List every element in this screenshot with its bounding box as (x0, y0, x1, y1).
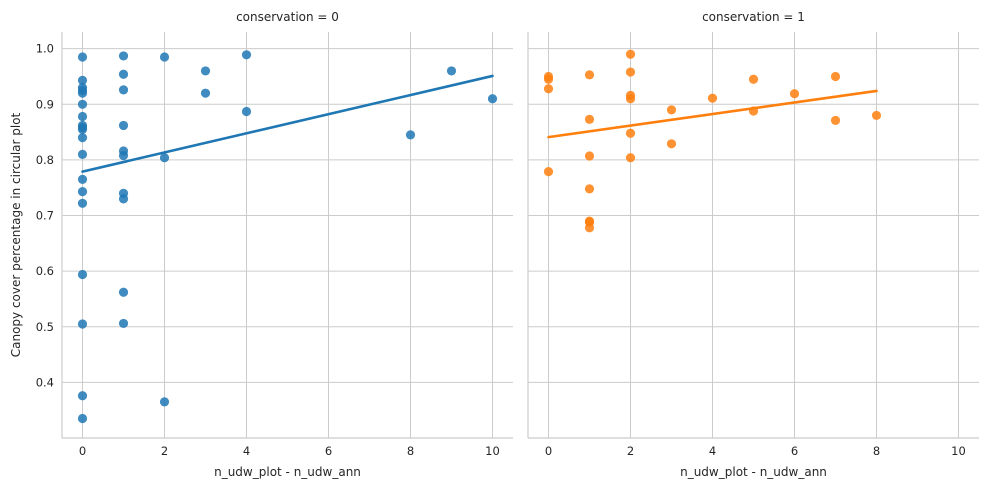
data-point-p0-24 (118, 150, 129, 161)
data-point-p1-18 (666, 139, 677, 149)
data-point-p1-2 (543, 84, 554, 94)
data-point-p0-33 (200, 88, 211, 98)
regression-line-p0 (81, 74, 494, 173)
data-point-p1-23 (830, 71, 841, 82)
x-tick-label-p0-5: 10 (485, 444, 500, 458)
data-point-p0-30 (159, 153, 170, 163)
panel-title-p1: conservation = 1 (702, 10, 805, 24)
data-point-p1-19 (707, 93, 718, 103)
data-point-p0-17 (77, 391, 88, 401)
data-point-p1-24 (830, 115, 841, 126)
data-point-p0-36 (405, 130, 416, 140)
data-point-p0-14 (77, 198, 88, 208)
y-tick-label-5: 0.9 (36, 97, 54, 111)
data-point-p1-5 (584, 114, 595, 124)
data-point-p0-0 (77, 52, 88, 62)
data-point-p0-11 (77, 149, 88, 159)
x-tick-label-p0-0: 0 (79, 444, 86, 458)
data-point-p1-7 (584, 184, 595, 194)
data-point-p0-27 (118, 287, 129, 297)
x-tick-label-p0-4: 8 (407, 444, 414, 458)
x-tick-label-p0-2: 4 (243, 444, 250, 458)
data-point-p1-6 (584, 151, 595, 161)
x-tick-label-p0-3: 6 (325, 444, 332, 458)
x-tick-label-p1-0: 0 (545, 444, 552, 458)
data-point-p0-13 (77, 187, 88, 197)
data-point-p0-15 (77, 269, 88, 280)
panel-title-p0: conservation = 0 (236, 10, 339, 24)
data-point-p0-12 (77, 174, 88, 184)
data-point-p0-16 (77, 319, 88, 329)
x-tick-label-p1-1: 2 (627, 444, 634, 458)
x-tick-label-p1-4: 8 (873, 444, 880, 458)
y-axis-label: Canopy cover percentage in circular plot (9, 112, 23, 357)
y-tick-label-2: 0.6 (36, 264, 54, 278)
data-point-p0-21 (118, 85, 129, 95)
data-point-p0-32 (200, 66, 211, 76)
data-point-p1-15 (625, 128, 636, 138)
data-point-p0-19 (118, 51, 129, 61)
data-point-p0-5 (77, 99, 88, 109)
y-tick-label-3: 0.7 (36, 209, 54, 223)
x-tick-label-p0-1: 2 (161, 444, 168, 458)
data-point-p1-17 (666, 105, 677, 115)
data-point-p1-12 (625, 67, 636, 77)
regression-line-p1 (547, 89, 878, 139)
data-point-p1-22 (789, 89, 800, 99)
data-point-p1-4 (584, 70, 595, 80)
y-tick-label-1: 0.5 (36, 320, 54, 334)
data-point-p1-10 (584, 223, 595, 233)
data-point-p1-1 (543, 74, 554, 84)
data-point-p0-28 (118, 318, 129, 329)
data-point-p0-26 (118, 194, 129, 204)
data-point-p0-4 (77, 88, 88, 98)
y-tick-label-4: 0.8 (36, 153, 54, 167)
data-point-p0-29 (159, 52, 170, 62)
y-tick-label-6: 1.0 (36, 42, 54, 56)
data-point-p0-10 (77, 133, 88, 143)
data-point-p1-14 (625, 94, 636, 104)
x-tick-label-p1-5: 10 (951, 444, 966, 458)
data-point-p1-25 (871, 110, 882, 121)
x-axis-label-p1: n_udw_plot - n_udw_ann (680, 465, 827, 479)
data-point-p0-6 (77, 111, 88, 122)
x-tick-label-p1-2: 4 (709, 444, 716, 458)
y-tick-label-0: 0.4 (36, 375, 54, 389)
data-point-p1-20 (748, 74, 759, 84)
data-point-p1-11 (625, 49, 636, 59)
data-point-p0-34 (241, 50, 252, 60)
data-point-p0-9 (77, 124, 88, 134)
x-tick-label-p1-3: 6 (791, 444, 798, 458)
data-point-p0-1 (77, 75, 88, 85)
data-point-p0-31 (159, 397, 170, 407)
data-point-p0-22 (118, 120, 129, 131)
data-point-p0-35 (241, 106, 252, 117)
data-point-p0-37 (446, 66, 457, 76)
data-point-p0-18 (77, 413, 88, 424)
data-point-p1-16 (625, 153, 636, 163)
data-point-p0-20 (118, 69, 129, 79)
x-axis-label-p0: n_udw_plot - n_udw_ann (214, 465, 361, 479)
data-point-p0-38 (487, 94, 498, 104)
data-point-p1-3 (543, 166, 554, 177)
